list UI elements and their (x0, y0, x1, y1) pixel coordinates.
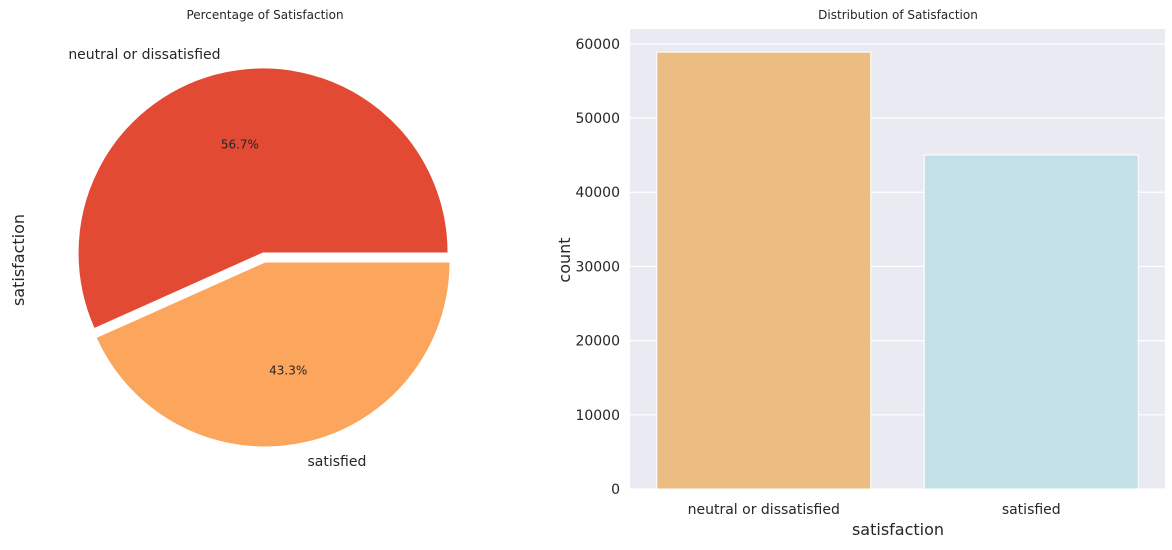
bar-x-tick-labels: neutral or dissatisfied satisfied (688, 502, 1061, 518)
pie-slice (77, 67, 449, 330)
x-tick-label: satisfied (1002, 502, 1061, 518)
y-tick-label: 60000 (575, 37, 620, 53)
bar (923, 154, 1139, 490)
bar-y-axis-label: count (555, 237, 574, 282)
bar-chart-panel: 0 10000 20000 30000 40000 50000 60000 neutral … (555, 8, 1165, 539)
pie-slice-label: neutral or dissatisfied (68, 47, 220, 63)
y-tick-label: 0 (611, 482, 620, 498)
bar (656, 51, 872, 490)
y-tick-label: 10000 (575, 408, 620, 424)
pie-chart-title: Percentage of Satisfaction (186, 8, 343, 22)
bar-bars (656, 51, 1139, 490)
bar-x-axis-label: satisfaction (852, 520, 944, 539)
y-tick-label: 30000 (575, 259, 620, 275)
pie-percent-label: 56.7% (221, 137, 259, 151)
pie-chart-panel: Percentage of Satisfaction satisfaction … (9, 8, 451, 470)
pie-slices (77, 67, 451, 448)
bar-y-tick-labels: 0 10000 20000 30000 40000 50000 60000 (575, 37, 620, 498)
pie-percent-label: 43.3% (269, 364, 307, 378)
pie-labels: 56.7% neutral or dissatisfied 43.3% satisfi… (68, 47, 366, 470)
y-tick-label: 40000 (575, 185, 620, 201)
pie-slice-label: satisfied (308, 454, 367, 470)
pie-y-axis-label: satisfaction (9, 214, 28, 306)
x-tick-label: neutral or dissatisfied (688, 502, 840, 518)
pie-slice (95, 261, 451, 448)
y-tick-label: 50000 (575, 111, 620, 127)
y-tick-label: 20000 (575, 334, 620, 350)
bar-chart-title: Distribution of Satisfaction (818, 8, 978, 22)
